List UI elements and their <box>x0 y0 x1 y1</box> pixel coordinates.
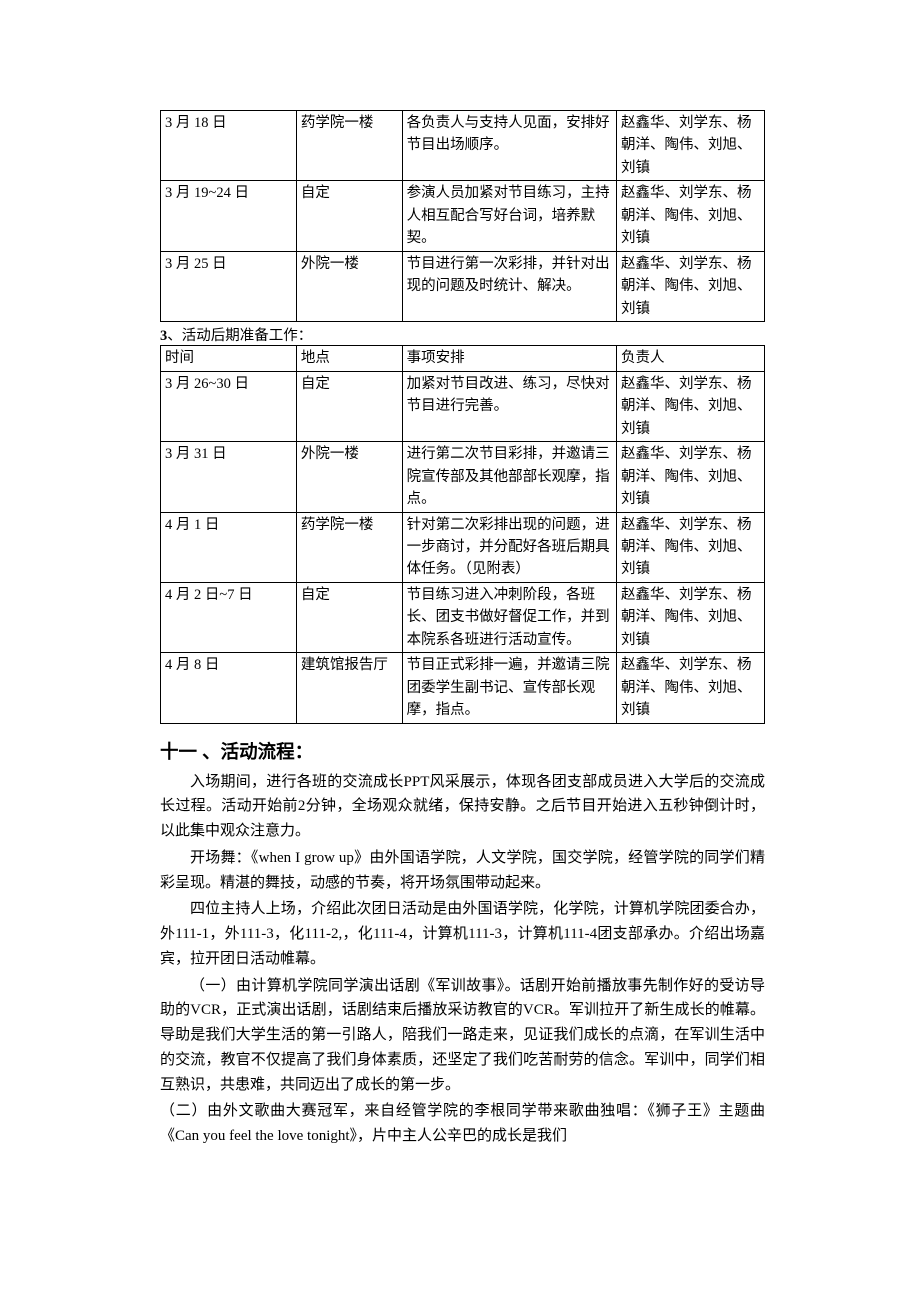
cell-owners: 赵鑫华、刘学东、杨朝洋、陶伟、刘旭、刘镇 <box>617 442 765 512</box>
cell-task: 节目正式彩排一遍，并邀请三院团委学生副书记、宣传部长观摩，指点。 <box>402 653 616 723</box>
subsection-text: 、活动后期准备工作： <box>167 328 312 344</box>
cell-place: 建筑馆报告厅 <box>296 653 402 723</box>
cell-place: 药学院一楼 <box>296 111 402 181</box>
cell-task: 参演人员加紧对节目练习，主持人相互配合写好台词，培养默契。 <box>402 181 616 251</box>
table-row: 3 月 26~30 日 自定 加紧对节目改进、练习，尽快对节目进行完善。 赵鑫华… <box>161 371 765 441</box>
cell-place: 自定 <box>296 181 402 251</box>
header-place: 地点 <box>296 346 402 371</box>
cell-owners: 赵鑫华、刘学东、杨朝洋、陶伟、刘旭、刘镇 <box>617 512 765 582</box>
cell-place: 药学院一楼 <box>296 512 402 582</box>
cell-owners: 赵鑫华、刘学东、杨朝洋、陶伟、刘旭、刘镇 <box>617 251 765 321</box>
schedule-table-late: 时间 地点 事项安排 负责人 3 月 26~30 日 自定 加紧对节目改进、练习… <box>160 345 765 724</box>
paragraph-opening-dance: 开场舞：《when I grow up》由外国语学院，人文学院，国交学院，经管学… <box>160 846 765 896</box>
paragraph-hosts: 四位主持人上场，介绍此次团日活动是由外国语学院，化学院，计算机学院团委合办，外1… <box>160 897 765 971</box>
cell-task: 进行第二次节目彩排，并邀请三院宣传部及其他部部长观摩，指点。 <box>402 442 616 512</box>
cell-place: 外院一楼 <box>296 251 402 321</box>
cell-task: 节目练习进入冲刺阶段，各班长、团支书做好督促工作，并到本院系各班进行活动宣传。 <box>402 582 616 652</box>
subsection-label-3: 3、活动后期准备工作： <box>160 324 765 345</box>
table-row: 4 月 8 日 建筑馆报告厅 节目正式彩排一遍，并邀请三院团委学生副书记、宣传部… <box>161 653 765 723</box>
table-row: 3 月 31 日 外院一楼 进行第二次节目彩排，并邀请三院宣传部及其他部部长观摩… <box>161 442 765 512</box>
table-row: 4 月 1 日 药学院一楼 针对第二次彩排出现的问题，进一步商讨，并分配好各班后… <box>161 512 765 582</box>
cell-owners: 赵鑫华、刘学东、杨朝洋、陶伟、刘旭、刘镇 <box>617 371 765 441</box>
table-row: 4 月 2 日~7 日 自定 节目练习进入冲刺阶段，各班长、团支书做好督促工作，… <box>161 582 765 652</box>
cell-task: 节目进行第一次彩排，并针对出现的问题及时统计、解决。 <box>402 251 616 321</box>
table-row: 3 月 25 日 外院一楼 节目进行第一次彩排，并针对出现的问题及时统计、解决。… <box>161 251 765 321</box>
cell-date: 4 月 2 日~7 日 <box>161 582 297 652</box>
paragraph-intro: 入场期间，进行各班的交流成长PPT风采展示，体现各团支部成员进入大学后的交流成长… <box>160 770 765 844</box>
cell-date: 3 月 25 日 <box>161 251 297 321</box>
section-heading-11: 十一 、活动流程： <box>160 738 765 764</box>
cell-date: 4 月 1 日 <box>161 512 297 582</box>
document-page: 3 月 18 日 药学院一楼 各负责人与支持人见面，安排好节目出场顺序。 赵鑫华… <box>0 0 920 1191</box>
paragraph-item-1: （一）由计算机学院同学演出话剧《军训故事》。话剧开始前播放事先制作好的受访导助的… <box>160 974 765 1098</box>
cell-owners: 赵鑫华、刘学东、杨朝洋、陶伟、刘旭、刘镇 <box>617 181 765 251</box>
header-owner: 负责人 <box>617 346 765 371</box>
table-header-row: 时间 地点 事项安排 负责人 <box>161 346 765 371</box>
cell-task: 各负责人与支持人见面，安排好节目出场顺序。 <box>402 111 616 181</box>
cell-place: 自定 <box>296 582 402 652</box>
cell-date: 3 月 19~24 日 <box>161 181 297 251</box>
cell-place: 外院一楼 <box>296 442 402 512</box>
cell-date: 3 月 26~30 日 <box>161 371 297 441</box>
cell-date: 3 月 18 日 <box>161 111 297 181</box>
cell-task: 加紧对节目改进、练习，尽快对节目进行完善。 <box>402 371 616 441</box>
header-task: 事项安排 <box>402 346 616 371</box>
cell-owners: 赵鑫华、刘学东、杨朝洋、陶伟、刘旭、刘镇 <box>617 111 765 181</box>
paragraph-item-2: （二）由外文歌曲大赛冠军，来自经管学院的李根同学带来歌曲独唱：《狮子王》主题曲《… <box>160 1099 765 1149</box>
cell-date: 3 月 31 日 <box>161 442 297 512</box>
table-row: 3 月 18 日 药学院一楼 各负责人与支持人见面，安排好节目出场顺序。 赵鑫华… <box>161 111 765 181</box>
cell-owners: 赵鑫华、刘学东、杨朝洋、陶伟、刘旭、刘镇 <box>617 653 765 723</box>
schedule-table-mid: 3 月 18 日 药学院一楼 各负责人与支持人见面，安排好节目出场顺序。 赵鑫华… <box>160 110 765 322</box>
table-row: 3 月 19~24 日 自定 参演人员加紧对节目练习，主持人相互配合写好台词，培… <box>161 181 765 251</box>
cell-task: 针对第二次彩排出现的问题，进一步商讨，并分配好各班后期具体任务。（见附表） <box>402 512 616 582</box>
cell-owners: 赵鑫华、刘学东、杨朝洋、陶伟、刘旭、刘镇 <box>617 582 765 652</box>
cell-date: 4 月 8 日 <box>161 653 297 723</box>
header-time: 时间 <box>161 346 297 371</box>
cell-place: 自定 <box>296 371 402 441</box>
